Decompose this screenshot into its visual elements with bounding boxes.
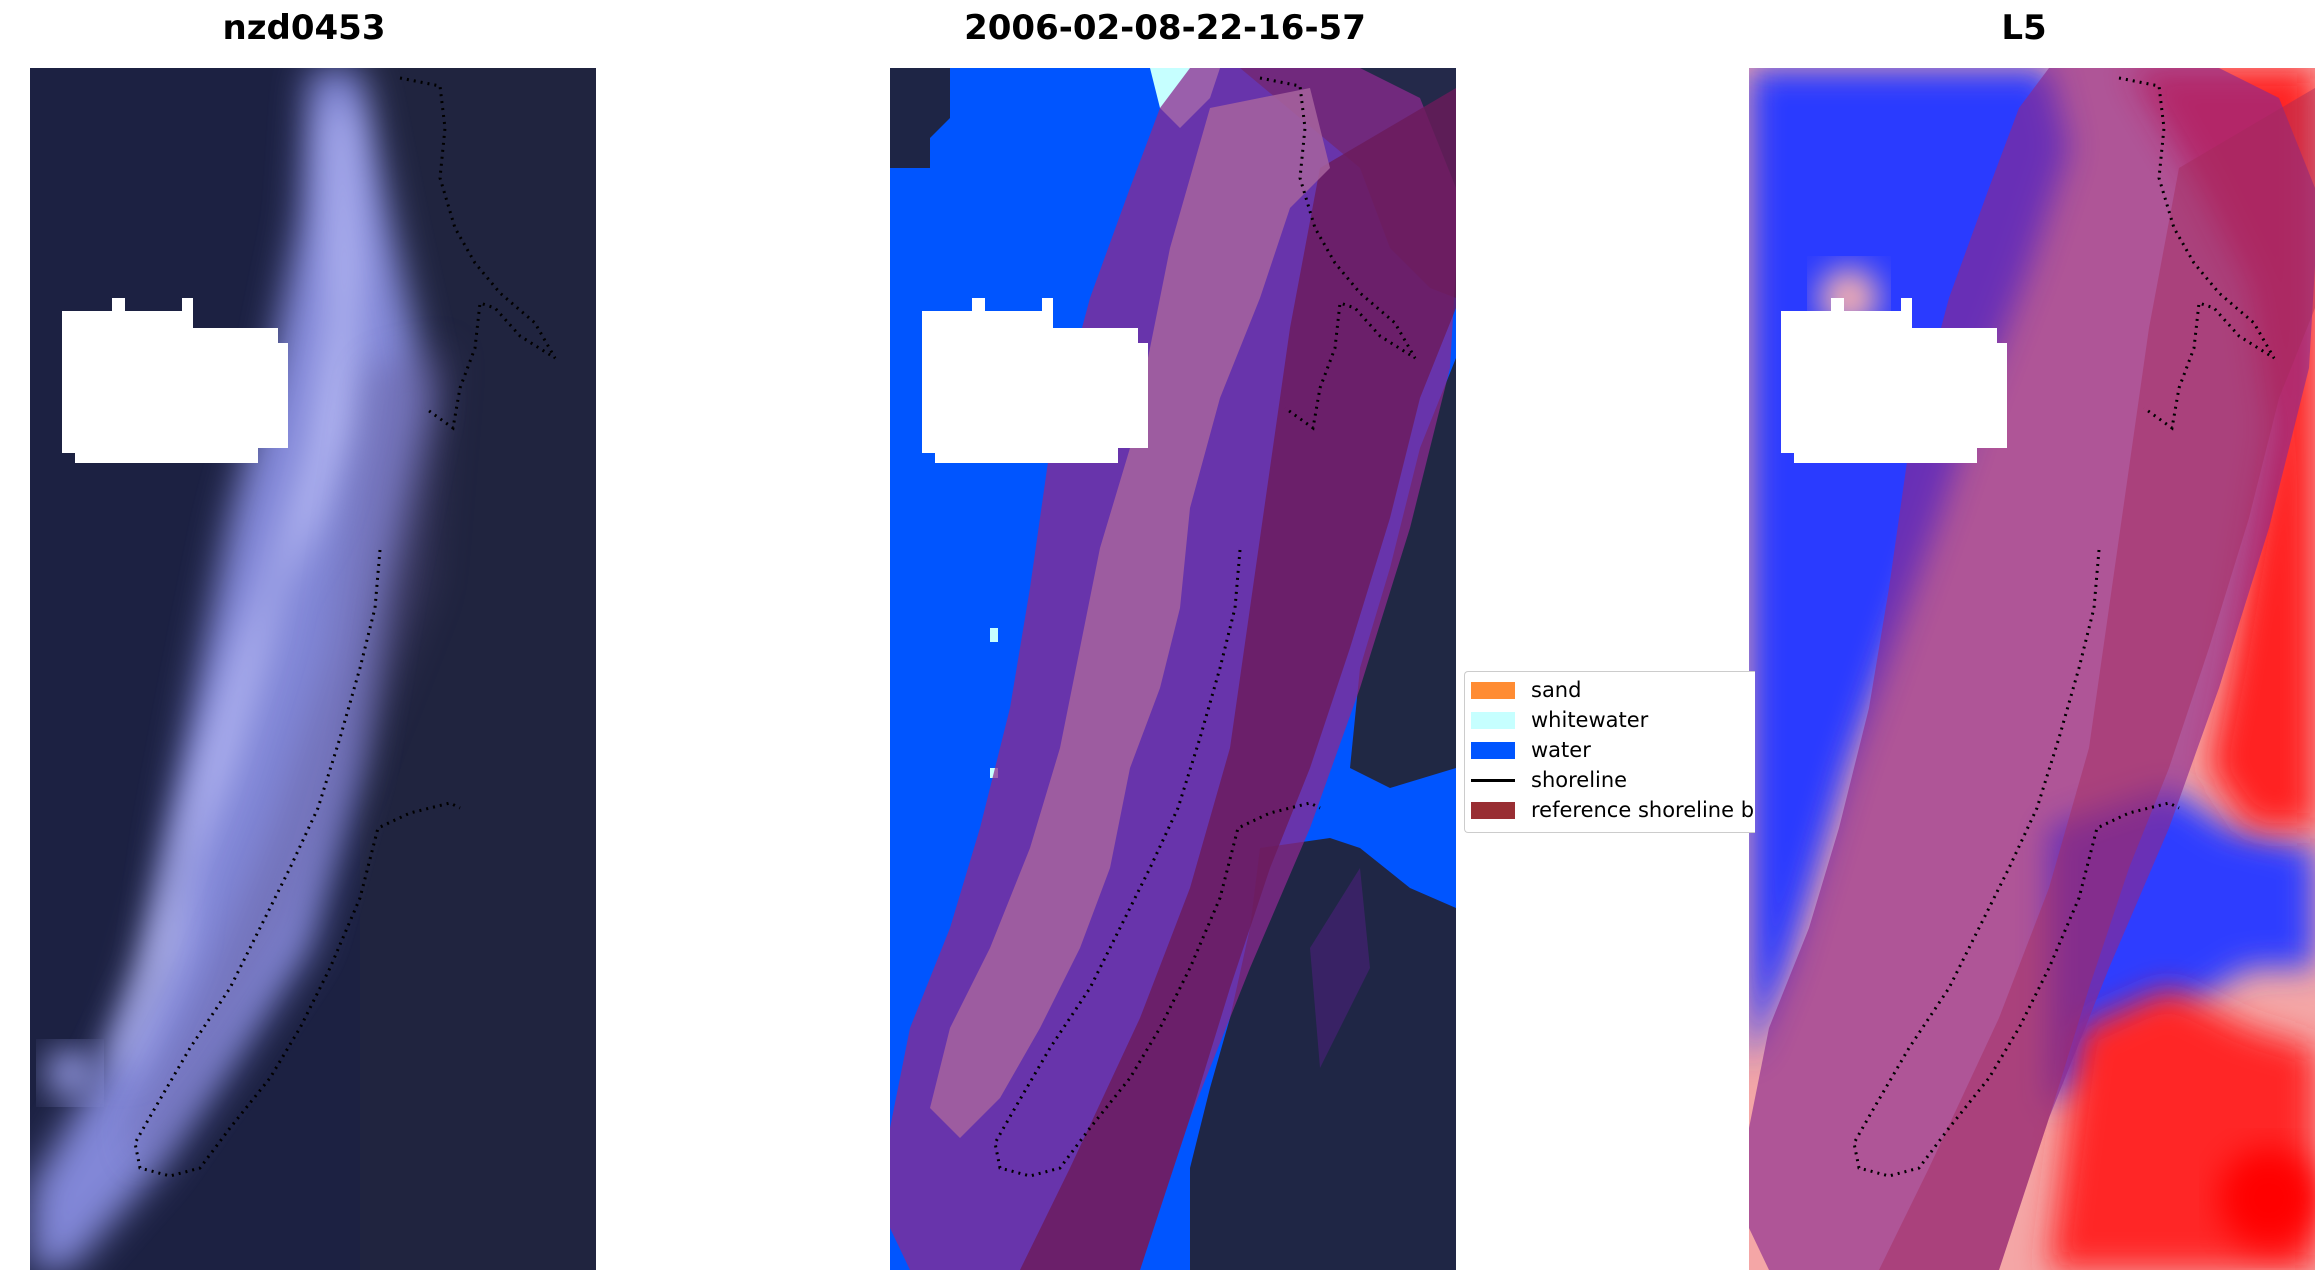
classified-image-panel	[890, 68, 1456, 1270]
legend-label-shoreline: shoreline	[1531, 768, 1628, 792]
legend-swatch-whitewater	[1471, 711, 1515, 729]
legend-swatch-reference-buffer	[1471, 801, 1515, 819]
legend-swatch-water	[1471, 741, 1515, 759]
legend-label-water: water	[1531, 738, 1591, 762]
legend: sand whitewater water shoreline referenc…	[1464, 671, 1755, 833]
panel-title-classified: 2006-02-08-22-16-57	[964, 8, 1366, 48]
index-image-panel	[1749, 68, 2315, 1270]
rgb-image-panel	[30, 68, 596, 1270]
legend-line-shoreline	[1471, 778, 1515, 782]
legend-label-sand: sand	[1531, 678, 1582, 702]
legend-label-reference-buffer: reference shoreline buffer	[1531, 798, 1755, 822]
legend-swatch-sand	[1471, 681, 1515, 699]
panel-title-rgb: nzd0453	[222, 8, 386, 48]
legend-label-whitewater: whitewater	[1531, 708, 1649, 732]
panel-title-index: L5	[2001, 8, 2047, 48]
